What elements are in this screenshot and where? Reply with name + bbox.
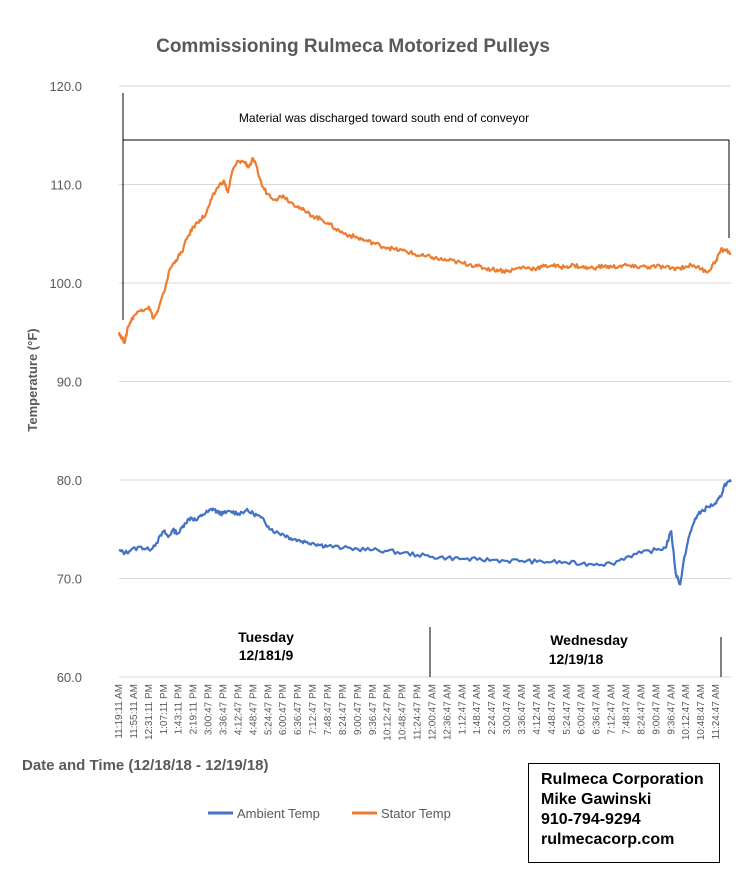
series-layer [117, 157, 732, 586]
x-axis-ticks: 11:19:11 AM 11:55:11 AM 12:31:11 PM 1:07:11… [114, 684, 722, 741]
x-tick-label: 4:48:47 PM [248, 684, 259, 735]
x-tick-label: 1:48:47 AM [472, 684, 483, 735]
ambient-temp-line [118, 479, 732, 586]
x-tick-label: 10:48:47 AM [696, 684, 707, 740]
x-tick-label: 8:24:47 PM [338, 684, 349, 735]
y-tick-label: 90.0 [57, 375, 82, 390]
x-tick-label: 2:24:47 AM [487, 684, 498, 735]
x-tick-label: 10:48:47 PM [398, 684, 409, 741]
x-tick-label: 8:24:47 AM [636, 684, 647, 735]
x-tick-label: 7:48:47 AM [622, 684, 633, 735]
x-tick-label: 10:12:47 AM [681, 684, 692, 740]
chart-title: Commissioning Rulmeca Motorized Pulleys [156, 36, 550, 57]
contact-phone: 910-794-9294 [541, 811, 641, 828]
x-tick-label: 11:24:47 PM [413, 684, 424, 740]
x-tick-label: 1:12:47 AM [457, 684, 468, 735]
x-tick-label: 3:00:47 AM [502, 684, 513, 735]
x-tick-label: 7:12:47 PM [308, 684, 319, 735]
x-tick-label: 4:12:47 AM [532, 684, 543, 735]
material-note: Material was discharged toward south end… [239, 111, 529, 125]
day2-date: 12/19/18 [549, 651, 604, 667]
contact-name: Mike Gawinski [541, 791, 652, 808]
x-tick-label: 3:36:47 AM [517, 684, 528, 735]
x-tick-label: 7:48:47 PM [323, 684, 334, 735]
legend: Ambient Temp Stator Temp [208, 806, 451, 821]
x-tick-label: 12:00:47 AM [427, 684, 438, 740]
x-tick-label: 5:24:47 PM [263, 684, 274, 735]
y-tick-label: 120.0 [49, 79, 82, 94]
day2-name: Wednesday [550, 632, 628, 648]
x-tick-label: 4:12:47 PM [233, 684, 244, 735]
x-tick-label: 9:36:47 PM [368, 684, 379, 735]
x-tick-label: 6:36:47 AM [592, 684, 603, 735]
contact-box: Rulmeca Corporation Mike Gawinski 910-79… [528, 763, 720, 863]
x-tick-label: 3:36:47 PM [218, 684, 229, 735]
company-name: Rulmeca Corporation [541, 771, 704, 788]
x-tick-label: 12:31:11 PM [144, 684, 155, 740]
x-tick-label: 6:36:47 PM [293, 684, 304, 735]
x-tick-label: 11:55:11 AM [129, 684, 140, 739]
x-tick-label: 11:24:47 AM [711, 684, 722, 739]
x-axis-title: Date and Time (12/18/18 - 12/19/18) [22, 757, 269, 774]
y-axis-ticks: 60.0 70.0 80.0 90.0 100.0 110.0 120.0 [49, 79, 82, 685]
x-tick-label: 4:48:47 AM [547, 684, 558, 735]
x-tick-label: 11:19:11 AM [114, 684, 125, 739]
x-tick-label: 10:12:47 PM [383, 684, 394, 741]
y-tick-label: 100.0 [49, 276, 82, 291]
x-tick-label: 1:07:11 PM [159, 684, 170, 734]
day1-name: Tuesday [238, 629, 294, 645]
legend-ambient-label: Ambient Temp [237, 806, 320, 821]
y-tick-label: 110.0 [50, 178, 82, 193]
gridlines [119, 85, 731, 678]
y-tick-label: 70.0 [57, 572, 82, 587]
x-tick-label: 9:36:47 AM [666, 684, 677, 735]
x-tick-label: 6:00:47 AM [577, 684, 588, 735]
y-tick-label: 80.0 [57, 473, 82, 488]
day1-date: 12/181/9 [239, 647, 294, 663]
y-axis-title: Temperature (°F) [25, 328, 40, 431]
contact-website: rulmecacorp.com [541, 831, 675, 848]
x-tick-label: 9:00:47 PM [353, 684, 364, 735]
y-tick-label: 60.0 [57, 670, 82, 685]
x-tick-label: 1:43:11 PM [174, 684, 185, 734]
x-tick-label: 6:00:47 PM [278, 684, 289, 735]
x-tick-label: 12:36:47 AM [442, 684, 453, 740]
x-tick-label: 9:00:47 AM [651, 684, 662, 735]
stator-temp-line [117, 157, 732, 344]
x-tick-label: 3:00:47 PM [204, 684, 215, 735]
x-tick-label: 7:12:47 AM [607, 684, 618, 735]
legend-stator-label: Stator Temp [381, 806, 451, 821]
x-tick-label: 5:24:47 AM [562, 684, 573, 735]
x-tick-label: 2:19:11 PM [189, 684, 200, 734]
